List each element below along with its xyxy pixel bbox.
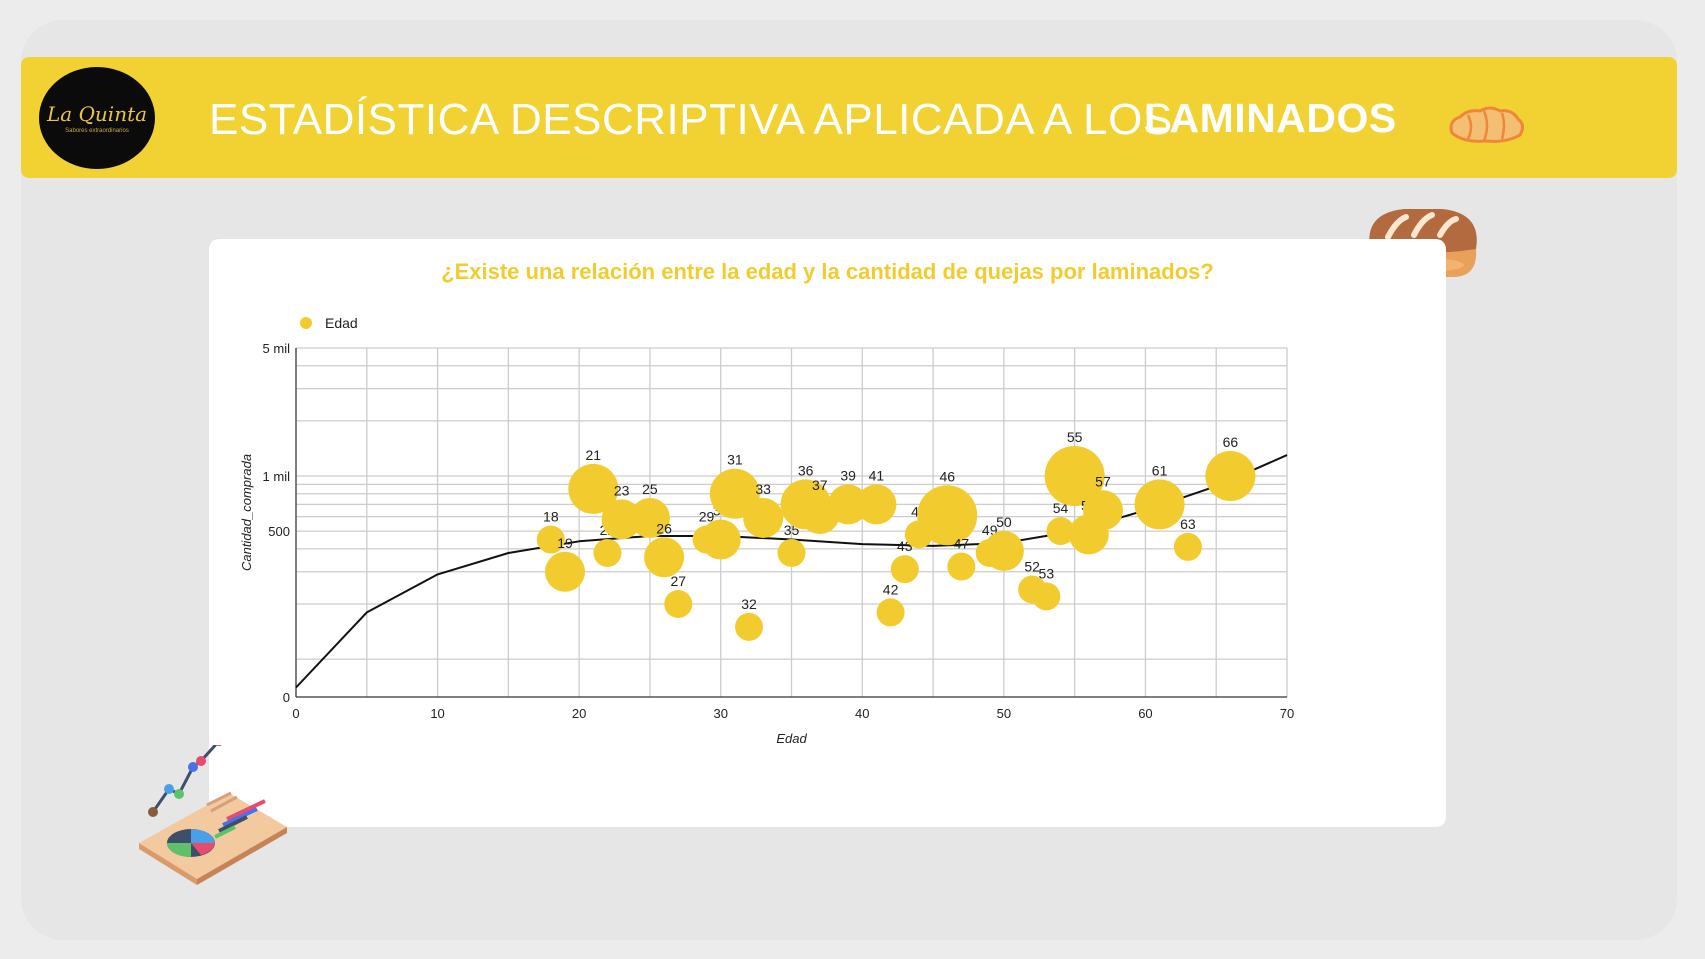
- x-tick-label: 40: [855, 706, 869, 721]
- bubble-label: 57: [1095, 473, 1111, 489]
- bubble-point: [601, 499, 642, 540]
- bubble-label: 41: [869, 467, 885, 483]
- bubble-label: 19: [557, 535, 573, 551]
- legend-label: Edad: [325, 315, 358, 331]
- bubble-label: 32: [741, 596, 757, 612]
- bubble-point: [644, 537, 685, 578]
- bubble-point: [1046, 517, 1075, 546]
- bubble-label: 66: [1223, 434, 1239, 450]
- bubble-point: [735, 612, 764, 641]
- bubble-point: [1032, 582, 1061, 611]
- bubble-label: 53: [1039, 565, 1055, 581]
- slide: La Quinta Sabores extraordinarios ESTADÍ…: [21, 20, 1677, 940]
- bubble-label: 42: [883, 581, 899, 597]
- legend-marker: [300, 317, 312, 329]
- y-tick-label: 1 mil: [263, 469, 291, 484]
- bubble-point: [917, 485, 978, 546]
- bubble-label: 27: [670, 573, 686, 589]
- bubble-point: [1082, 490, 1123, 531]
- bubble-point: [876, 598, 905, 627]
- bubble-label: 63: [1180, 516, 1196, 532]
- bubble-label: 47: [954, 536, 970, 552]
- bubble-point: [536, 525, 565, 554]
- x-tick-label: 0: [292, 706, 299, 721]
- header-banner: La Quinta Sabores extraordinarios ESTADÍ…: [21, 57, 1677, 178]
- bubble-point: [1173, 532, 1202, 561]
- bubble-point: [593, 538, 622, 567]
- bubble-point: [568, 463, 619, 514]
- bubble-label: 21: [586, 447, 602, 463]
- page-title-emphasis: LAMINADOS: [1144, 95, 1397, 141]
- bubble-label: 61: [1152, 462, 1168, 478]
- bubble-point: [947, 552, 976, 581]
- bubble-label: 39: [840, 467, 856, 483]
- analytics-report-icon: [139, 745, 287, 885]
- bubble-point: [700, 519, 741, 560]
- bubble-label: 46: [939, 468, 955, 484]
- bubble-label: 23: [614, 482, 630, 498]
- bubble-point: [828, 484, 869, 525]
- bubble-point: [1205, 451, 1256, 501]
- brand-logo: La Quinta Sabores extraordinarios: [39, 67, 155, 169]
- bubble-point: [856, 484, 897, 525]
- x-tick-label: 30: [713, 706, 727, 721]
- bubble-point: [664, 590, 693, 618]
- x-tick-label: 20: [572, 706, 586, 721]
- bubble-label: 29: [699, 509, 715, 525]
- axes: 0 10 20 30 40 50 60 70 0 500 1 mil 5 mil Edad Cantida…: [239, 341, 1294, 746]
- bubble-label: 26: [656, 520, 672, 536]
- scatter-chart: 0 10 20 30 40 50 60 70 0 500 1 mil 5 mil Edad Cantida…: [239, 315, 1294, 746]
- bubble-point: [629, 497, 670, 538]
- croissant-icon: [1449, 106, 1525, 143]
- bubble-point: [544, 551, 585, 592]
- x-tick-label: 50: [997, 706, 1011, 721]
- x-axis-title: Edad: [776, 731, 807, 746]
- bubble-label: 50: [996, 514, 1012, 530]
- bubble-label: 55: [1067, 429, 1083, 445]
- chart-title: ¿Existe una relación entre la edad y la …: [441, 259, 1214, 284]
- y-axis-title: Cantidad_comprada: [239, 454, 254, 571]
- bubble-point: [1134, 479, 1185, 530]
- bubble-point: [890, 555, 919, 584]
- bubble-label: 36: [798, 462, 814, 478]
- y-tick-label: 0: [283, 690, 290, 705]
- logo-text: La Quinta: [46, 102, 148, 126]
- bubble-point: [743, 497, 784, 538]
- x-tick-label: 10: [430, 706, 444, 721]
- chart-card: ¿Existe una relación entre la edad y la …: [209, 239, 1446, 827]
- logo-tagline: Sabores extraordinarios: [65, 128, 129, 134]
- bubble-label: 31: [727, 452, 743, 468]
- bubble-point: [777, 538, 806, 567]
- bubble-label: 52: [1024, 558, 1040, 574]
- bubble-point: [1044, 446, 1105, 506]
- x-tick-label: 70: [1280, 706, 1294, 721]
- bubble-label: 25: [642, 481, 658, 497]
- bubble-layer: 1819212223252627293031323335363739414243…: [536, 429, 1256, 641]
- x-tick-label: 60: [1138, 706, 1152, 721]
- y-tick-label: 500: [268, 524, 290, 539]
- bubble-label: 37: [812, 477, 828, 493]
- bubble-label: 33: [755, 481, 771, 497]
- y-tick-label: 5 mil: [263, 341, 291, 356]
- bubble-point: [983, 530, 1024, 571]
- page-title: ESTADÍSTICA DESCRIPTIVA APLICADA A LOS: [209, 95, 1173, 144]
- bubble-label: 18: [543, 509, 559, 525]
- legend: Edad: [300, 315, 358, 331]
